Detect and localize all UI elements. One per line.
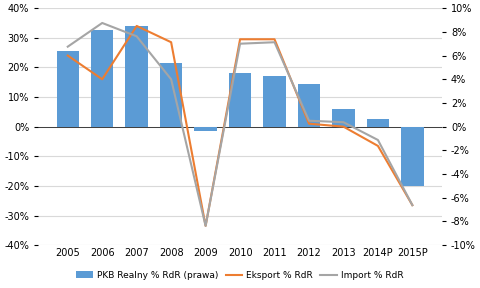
Eksport % RdR bbox=[409, 203, 415, 207]
Bar bbox=[160, 63, 182, 127]
Import % RdR bbox=[375, 138, 381, 142]
Import % RdR bbox=[272, 41, 277, 44]
Import % RdR bbox=[134, 35, 140, 38]
Eksport % RdR bbox=[272, 37, 277, 41]
Bar bbox=[332, 109, 355, 127]
Bar bbox=[57, 51, 79, 127]
Import % RdR bbox=[168, 77, 174, 81]
Eksport % RdR bbox=[134, 24, 140, 28]
Import % RdR bbox=[65, 45, 71, 48]
Import % RdR bbox=[203, 224, 208, 228]
Bar bbox=[91, 30, 113, 127]
Import % RdR bbox=[409, 203, 415, 207]
Eksport % RdR bbox=[99, 77, 105, 81]
Line: Eksport % RdR: Eksport % RdR bbox=[68, 26, 412, 226]
Eksport % RdR bbox=[341, 125, 347, 128]
Eksport % RdR bbox=[306, 122, 312, 125]
Bar bbox=[367, 119, 389, 127]
Import % RdR bbox=[99, 21, 105, 25]
Line: Import % RdR: Import % RdR bbox=[68, 23, 412, 226]
Legend: PKB Realny % RdR (prawa), Eksport % RdR, Import % RdR: PKB Realny % RdR (prawa), Eksport % RdR,… bbox=[72, 267, 408, 283]
Eksport % RdR bbox=[237, 37, 243, 41]
Bar bbox=[194, 127, 217, 131]
Import % RdR bbox=[237, 42, 243, 46]
Eksport % RdR bbox=[203, 224, 208, 228]
Import % RdR bbox=[341, 120, 347, 124]
Eksport % RdR bbox=[65, 54, 71, 57]
Bar bbox=[264, 76, 286, 127]
Eksport % RdR bbox=[168, 41, 174, 44]
Import % RdR bbox=[306, 119, 312, 122]
Bar bbox=[298, 84, 320, 127]
Bar bbox=[229, 73, 251, 127]
Bar bbox=[401, 127, 423, 186]
Bar bbox=[125, 26, 148, 127]
Eksport % RdR bbox=[375, 144, 381, 148]
